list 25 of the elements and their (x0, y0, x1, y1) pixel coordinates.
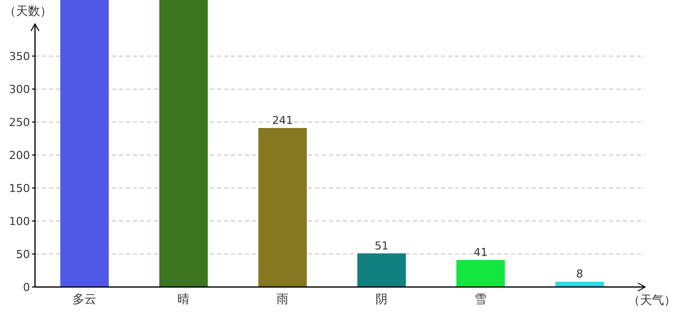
y-tick-label: 300 (9, 83, 30, 96)
bar (258, 128, 307, 287)
data-label: 51 (374, 239, 389, 252)
bar (357, 253, 406, 287)
y-tick-label: 350 (9, 50, 30, 64)
data-label: 241 (272, 114, 294, 127)
y-tick-label: 100 (9, 215, 30, 228)
bar (60, 0, 109, 287)
y-tick-label: 250 (9, 116, 30, 130)
x-axis-title: （天气） (628, 293, 676, 307)
bar (555, 282, 604, 287)
bar (456, 260, 505, 287)
x-tick-label: 多云 (72, 292, 97, 306)
y-tick-label: 150 (9, 182, 30, 196)
x-tick-label: 雨 (276, 292, 289, 306)
y-axis-title: （天数） (4, 4, 52, 18)
x-tick-label: 雪 (474, 292, 487, 306)
y-tick-label: 0 (23, 281, 30, 294)
data-label: 41 (474, 246, 488, 259)
y-tick-label: 200 (9, 149, 30, 162)
data-label: 8 (576, 268, 584, 281)
x-tick-label: 晴 (178, 292, 190, 306)
y-tick-label: 50 (16, 248, 30, 262)
x-tick-label: 阴 (376, 292, 388, 306)
bar (159, 0, 208, 287)
